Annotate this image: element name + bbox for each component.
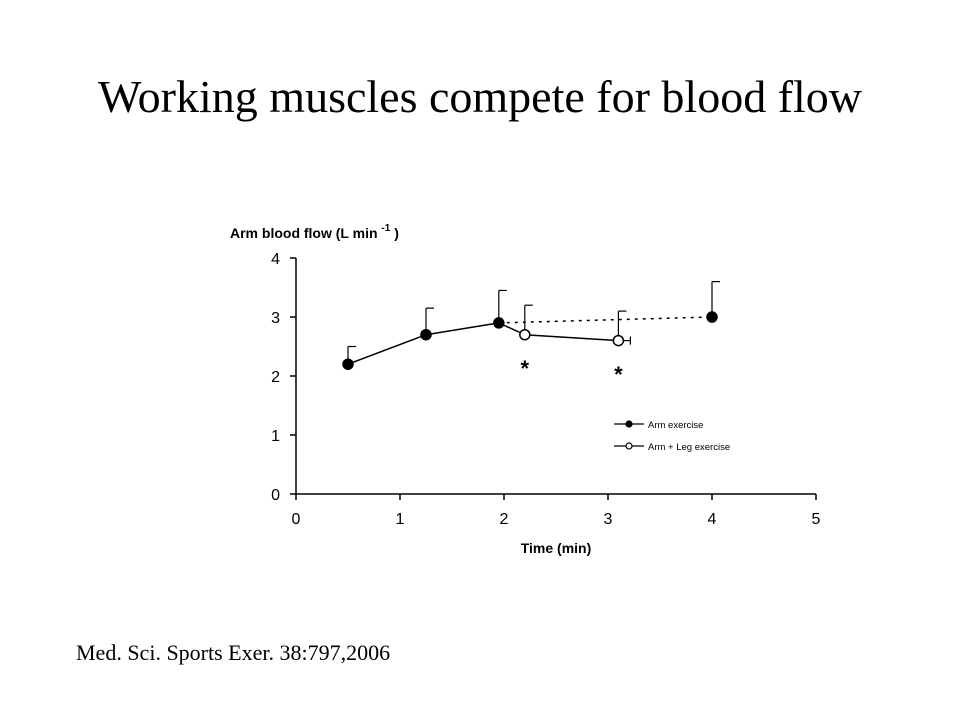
series-line-segment	[498, 316, 713, 324]
svg-text:Arm blood flow (L min -1: Arm blood flow (L min -1 )	[230, 218, 399, 241]
data-point-filled	[493, 317, 505, 329]
x-tick-label: 4	[708, 511, 717, 528]
series-line-segment	[347, 333, 427, 365]
y-axis-title-suffix: )	[394, 225, 399, 241]
legend-marker-open	[625, 442, 633, 450]
x-axis-title: Time (min)	[521, 540, 592, 556]
x-tick-label: 1	[396, 511, 405, 528]
y-axis-title-sup: -1	[381, 223, 390, 234]
legend-label: Arm exercise	[648, 420, 703, 431]
series-line-segment	[425, 322, 499, 336]
y-tick-label: 1	[271, 428, 280, 445]
y-axis-title-main: Arm blood flow (L min	[230, 225, 378, 241]
x-tick-label: 0	[292, 511, 301, 528]
slide-title: Working muscles compete for blood flow	[97, 71, 863, 122]
data-point-open	[519, 328, 531, 341]
legend-label: Arm + Leg exercise	[648, 442, 730, 453]
significance-asterisk: *	[521, 356, 530, 381]
citation: Med. Sci. Sports Exer. 38:797,2006	[76, 640, 391, 665]
y-tick-label: 0	[271, 487, 280, 504]
y-tick-label: 4	[271, 251, 280, 268]
x-tick-label: 2	[500, 511, 509, 528]
data-point-filled	[420, 328, 432, 341]
data-point-filled	[706, 311, 718, 323]
x-tick-label: 3	[604, 511, 613, 528]
y-axis-title: Arm blood flow (L min -1 )	[230, 218, 399, 241]
y-tick-label: 3	[271, 310, 280, 327]
x-tick-label: 5	[812, 511, 821, 528]
legend-marker-filled	[625, 420, 633, 428]
significance-asterisk: *	[614, 362, 623, 387]
y-tick-label: 2	[271, 369, 280, 386]
plot-area: 0 1 2 3 4 0 1 2 3 4 5 * * Arm exercise Arm + Leg exerc…	[271, 251, 820, 528]
series-line-segment	[524, 333, 619, 342]
legend: Arm exercise Arm + Leg exercise	[614, 420, 730, 453]
data-point-filled	[342, 358, 354, 370]
data-point-open	[612, 334, 625, 347]
